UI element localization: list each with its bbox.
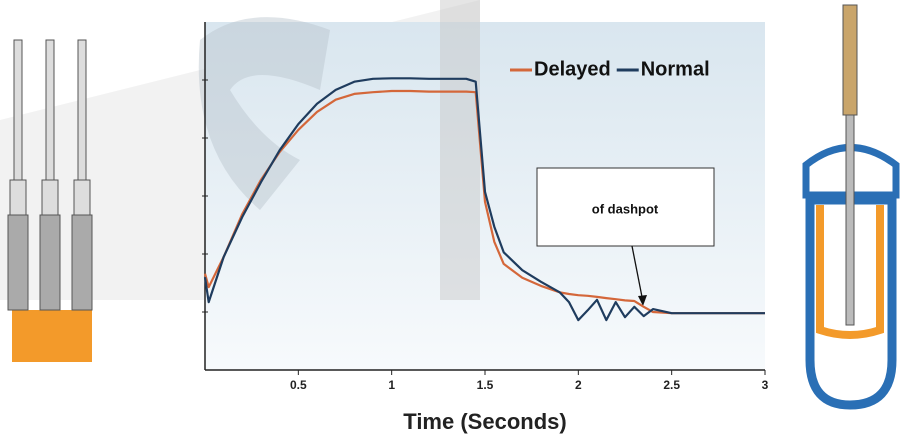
watermark: [198, 17, 330, 211]
legend-label: Normal: [641, 58, 710, 80]
series-line: [203, 77, 765, 322]
watermark: [440, 0, 480, 300]
x-tick-label: 1.5: [477, 378, 494, 392]
series-line: [203, 89, 765, 315]
x-tick-label: 3: [762, 378, 769, 392]
control-rods-illustration: [7, 39, 93, 362]
x-tick-label: 2: [575, 378, 582, 392]
x-tick-label: 2.5: [663, 378, 680, 392]
legend-label: Delayed: [534, 58, 611, 80]
annotation-arrow: [631, 245, 644, 303]
x-tick-label: 1: [388, 378, 395, 392]
x-tick-label: 0.5: [290, 378, 307, 392]
annotation: of dashpot: [592, 201, 659, 216]
annotation-box: [536, 167, 715, 247]
annotation-arrowhead: [638, 295, 647, 306]
x-axis-label: Time (Seconds): [403, 409, 566, 434]
reactor-vessel-illustration: [802, 4, 900, 410]
